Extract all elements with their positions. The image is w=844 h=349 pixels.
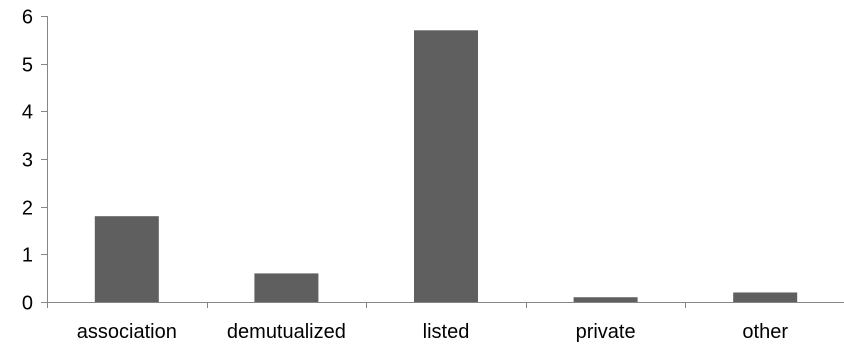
x-tick-label-listed: listed xyxy=(423,321,470,343)
bar-other xyxy=(733,292,797,302)
y-tick-label: 2 xyxy=(22,198,33,220)
y-tick-label: 5 xyxy=(22,55,33,77)
bars-group xyxy=(95,30,797,302)
y-tick-label: 1 xyxy=(22,245,33,267)
y-tick-label: 3 xyxy=(22,150,33,172)
x-tick-label-other: other xyxy=(742,321,788,343)
y-axis-tick-labels: 0 1 2 3 4 5 6 xyxy=(22,7,33,315)
x-axis-tick-labels: association demutualized listed private othe… xyxy=(77,321,789,343)
y-tick-label: 0 xyxy=(22,293,33,315)
y-tick-label: 6 xyxy=(22,7,33,29)
bar-demutualized xyxy=(254,273,318,302)
y-tick-label: 4 xyxy=(22,102,33,124)
x-tick-label-association: association xyxy=(77,321,177,343)
x-tick-label-demutualized: demutualized xyxy=(227,321,346,343)
x-tick-label-private: private xyxy=(576,321,636,343)
y-axis-ticks xyxy=(41,17,47,303)
bar-private xyxy=(574,297,638,302)
bar-listed xyxy=(414,30,478,302)
bar-association xyxy=(95,216,159,302)
